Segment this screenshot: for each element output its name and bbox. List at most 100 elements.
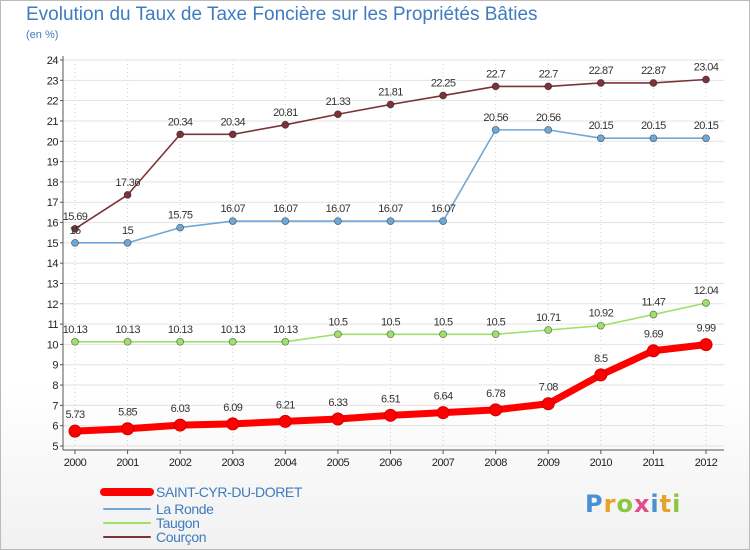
data-point [649,310,658,319]
logo-letter: i [672,490,682,518]
data-point [646,344,660,358]
data-point [702,299,710,307]
y-tick-label: 19 [47,157,59,169]
proxiti-logo: Proxiti [585,490,681,518]
data-label: 6.09 [223,402,242,414]
data-point [278,414,292,428]
x-tick-label: 2004 [274,457,297,469]
data-label: 9.69 [644,329,663,341]
data-point [649,79,658,87]
data-label: 10.13 [115,324,140,336]
data-point [649,134,658,143]
data-point [596,79,605,87]
data-label: 10.5 [328,316,347,328]
data-point [386,217,395,226]
data-label: 10.13 [63,324,88,336]
data-point [176,337,185,346]
y-tick-label: 11 [48,319,59,331]
data-point [281,217,290,226]
x-tick-label: 2006 [379,457,402,469]
x-tick-label: 2002 [169,457,192,469]
series-la-ronde [71,125,710,247]
y-tick-label: 12 [47,299,59,311]
data-point [71,238,79,247]
data-label: 10.13 [273,324,298,336]
data-point [439,330,447,339]
logo-letter: i [650,490,660,518]
data-label: 22.7 [486,68,505,80]
data-point [228,217,237,226]
data-point [123,190,132,199]
series-cour-on [71,75,710,233]
data-label: 9.99 [696,323,715,335]
y-tick-label: 7 [52,400,58,412]
data-point [123,337,132,346]
data-point [491,125,500,134]
data-label: 6.21 [276,399,295,411]
y-tick-label: 15 [47,238,59,250]
y-tick-label: 16 [47,218,59,230]
legend-label: Courçon [156,529,206,545]
data-label: 5.73 [65,409,84,421]
data-label: 10.5 [434,316,453,328]
data-label: 10.71 [536,312,561,324]
x-tick-label: 2007 [432,457,455,469]
legend-label: Taugon [156,515,200,531]
data-label: 12.04 [694,285,719,297]
grid-lines [63,59,724,447]
data-label: 20.15 [694,120,719,132]
data-point [594,368,608,382]
data-label: 16.07 [431,203,456,215]
chart-title: Evolution du Taux de Taxe Foncière sur l… [26,4,538,25]
data-label: 15.75 [168,210,193,222]
y-tick-label: 22 [47,96,59,108]
data-label: 22.87 [641,65,666,77]
data-point [386,100,395,109]
data-label: 11.47 [642,297,666,309]
data-point [491,330,500,339]
data-label: 6.51 [381,393,400,405]
data-point [596,321,605,330]
data-point [384,408,397,422]
data-point [439,91,447,100]
x-tick-label: 2010 [590,457,613,469]
x-tick-label: 2012 [695,457,718,469]
data-label: 23.04 [694,62,719,74]
data-label: 10.5 [486,316,505,328]
data-point [544,125,553,134]
data-point [71,224,79,233]
data-label: 22.25 [431,78,456,90]
data-label: 6.33 [328,397,347,409]
data-point [173,418,187,432]
data-point [123,238,132,247]
data-label: 15 [122,225,134,237]
x-tick-label: 2005 [327,457,350,469]
y-tick-label: 17 [47,197,59,209]
y-tick-label: 13 [47,278,59,290]
data-labels: 15.69 17.36 20.34 20.34 20.81 21.33 21.81 22.25… [63,62,720,422]
data-point [544,326,553,334]
logo-letter: o [616,490,634,518]
data-point [386,330,395,339]
data-point [702,75,710,84]
y-tick-label: 23 [47,75,59,87]
data-label: 22.87 [589,65,614,77]
x-tick-label: 2003 [222,457,245,469]
data-label: 20.34 [168,116,193,128]
data-label: 5.85 [118,407,137,419]
y-tick-label: 20 [47,136,59,148]
data-point [702,134,710,143]
series-layer [68,75,713,438]
x-tick-label: 2009 [537,457,560,469]
data-point [334,217,342,226]
y-tick-label: 24 [47,55,59,67]
data-label: 20.15 [589,120,614,132]
logo-letter: r [603,490,617,518]
data-label: 16.07 [220,203,245,215]
legend-label: SAINT-CYR-DU-DORET [156,484,303,500]
data-point [334,330,342,339]
data-label: 10.13 [168,324,193,336]
data-label: 20.34 [220,116,245,128]
